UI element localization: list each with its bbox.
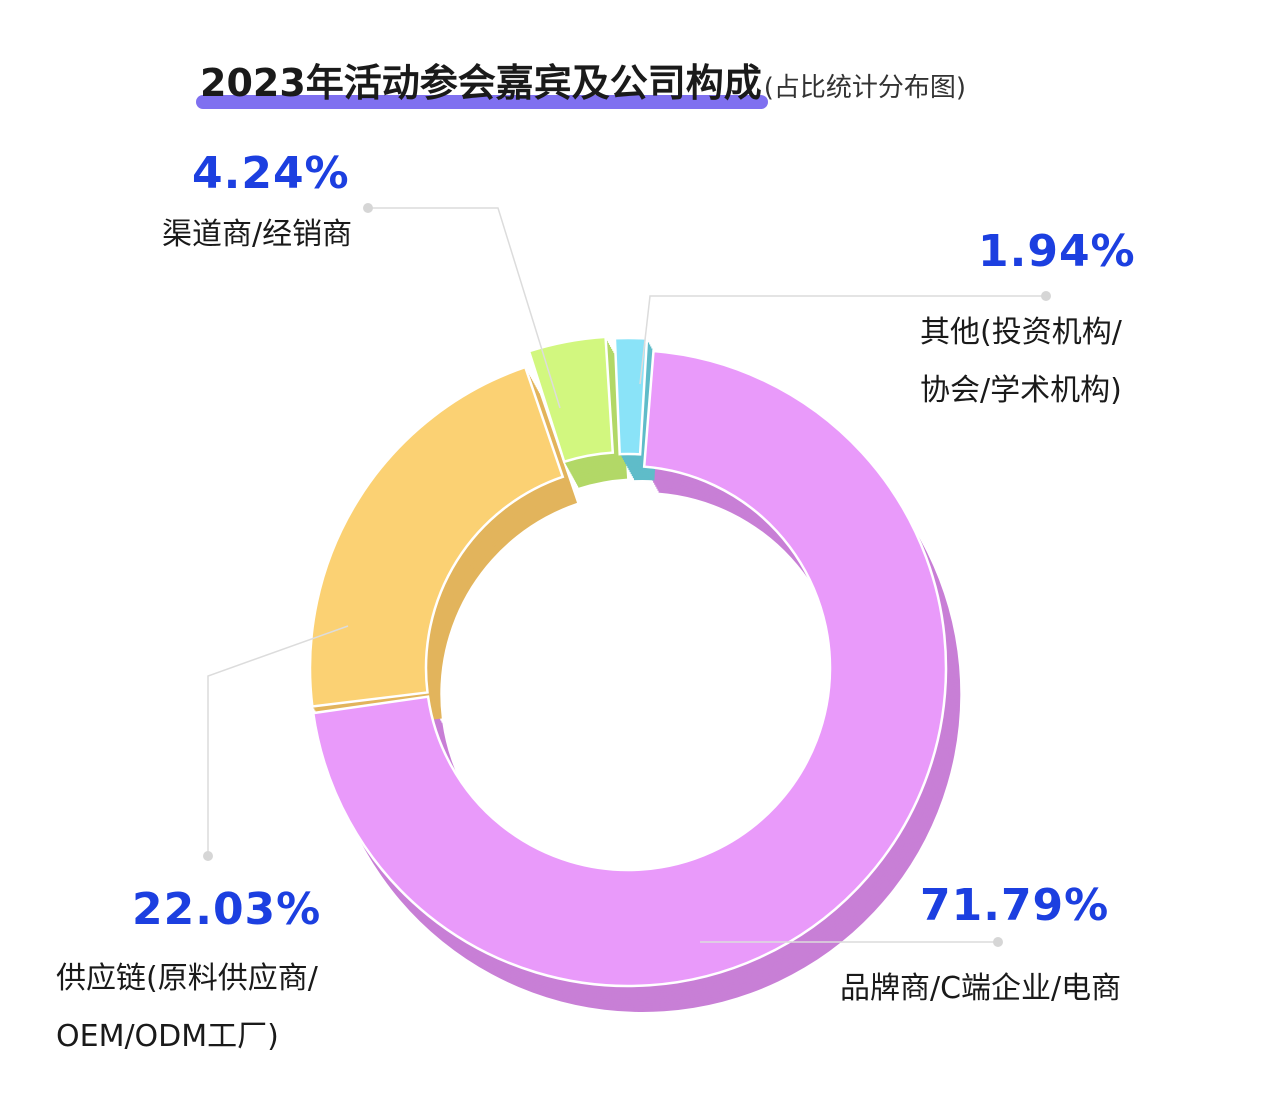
callout-dot-channel (363, 203, 373, 213)
callout-dot-brand (993, 937, 1003, 947)
callout-lines (203, 203, 1051, 947)
slice-desc-brand-line-1: 品牌商/C端企业/电商 (840, 971, 1122, 1006)
callout-line-channel (368, 207, 561, 409)
slice-label-channel: 4.24% (192, 148, 350, 199)
slice-desc-supply: 供应链(原料供应商/ OEM/ODM工厂) (56, 950, 318, 1066)
slice-value-other: 1.94% (978, 226, 1136, 277)
slice-desc-channel-line-1: 渠道商/经销商 (162, 217, 353, 252)
slice-label-other: 1.94% (978, 226, 1136, 277)
slice-desc-supply-line-1: 供应链(原料供应商/ (56, 961, 318, 996)
slice-desc-brand: 品牌商/C端企业/电商 (840, 960, 1121, 1018)
callout-line-supply (207, 625, 349, 856)
slice-desc-other-line-1: 其他(投资机构/ (920, 315, 1122, 350)
chart-subtitle: (占比统计分布图) (763, 73, 967, 103)
slice-channel (527, 335, 615, 464)
callout-dot-supply (203, 851, 213, 861)
slice-desc-other-line-2: 协会/学术机构) (920, 373, 1122, 408)
slice-desc-channel: 渠道商/经销商 (162, 206, 352, 264)
slice-desc-supply-line-2: OEM/ODM工厂) (56, 1019, 279, 1054)
donut-top-layer (308, 335, 948, 988)
callout-line-other (639, 295, 1046, 385)
chart-title: 2023年活动参会嘉宾及公司构成 (196, 52, 768, 109)
callout-dot-other (1041, 291, 1051, 301)
slice-brand (311, 349, 948, 988)
slice-value-supply: 22.03% (132, 884, 322, 935)
slice-supply (308, 365, 565, 708)
slice-desc-other: 其他(投资机构/ 协会/学术机构) (920, 304, 1122, 420)
slice-other (613, 336, 649, 456)
chart-title-wrap: 2023年活动参会嘉宾及公司构成(占比统计分布图) (196, 52, 967, 109)
slice-value-brand: 71.79% (920, 880, 1110, 931)
slice-label-supply: 22.03% (132, 884, 321, 935)
slice-label-brand: 71.79% (920, 880, 1109, 931)
slice-value-channel: 4.24% (192, 148, 350, 199)
